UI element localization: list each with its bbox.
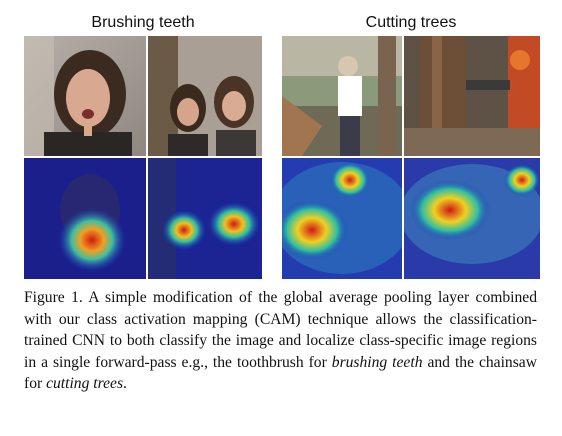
- caption-text-b: and the chainsaw for: [24, 353, 537, 393]
- cam-heatmap-brushing-teeth-1: [24, 158, 146, 279]
- group-title-cutting-trees: Cutting trees: [365, 14, 457, 31]
- cam-heatmap-brushing-teeth-2: [148, 158, 262, 279]
- caption-text-c: .: [123, 375, 127, 393]
- caption-italic-cutting-trees: cutting trees: [46, 375, 124, 393]
- photo-brushing-teeth-1: [24, 36, 146, 156]
- cam-heatmap-cutting-trees-2: [404, 158, 540, 279]
- photo-cutting-trees-1: [282, 36, 402, 156]
- photo-brushing-teeth-2: [148, 36, 262, 156]
- cam-heatmap-cutting-trees-1: [282, 158, 402, 279]
- photo-cutting-trees-2: [404, 36, 540, 156]
- figure-caption: Figure 1. A simple modification of the g…: [24, 287, 537, 395]
- figure-label: Figure 1.: [24, 289, 83, 306]
- group-title-brushing-teeth: Brushing teeth: [91, 14, 195, 31]
- caption-italic-brushing-teeth: brushing teeth: [331, 353, 423, 371]
- caption-text-a: A simple modification of the global aver…: [24, 289, 538, 371]
